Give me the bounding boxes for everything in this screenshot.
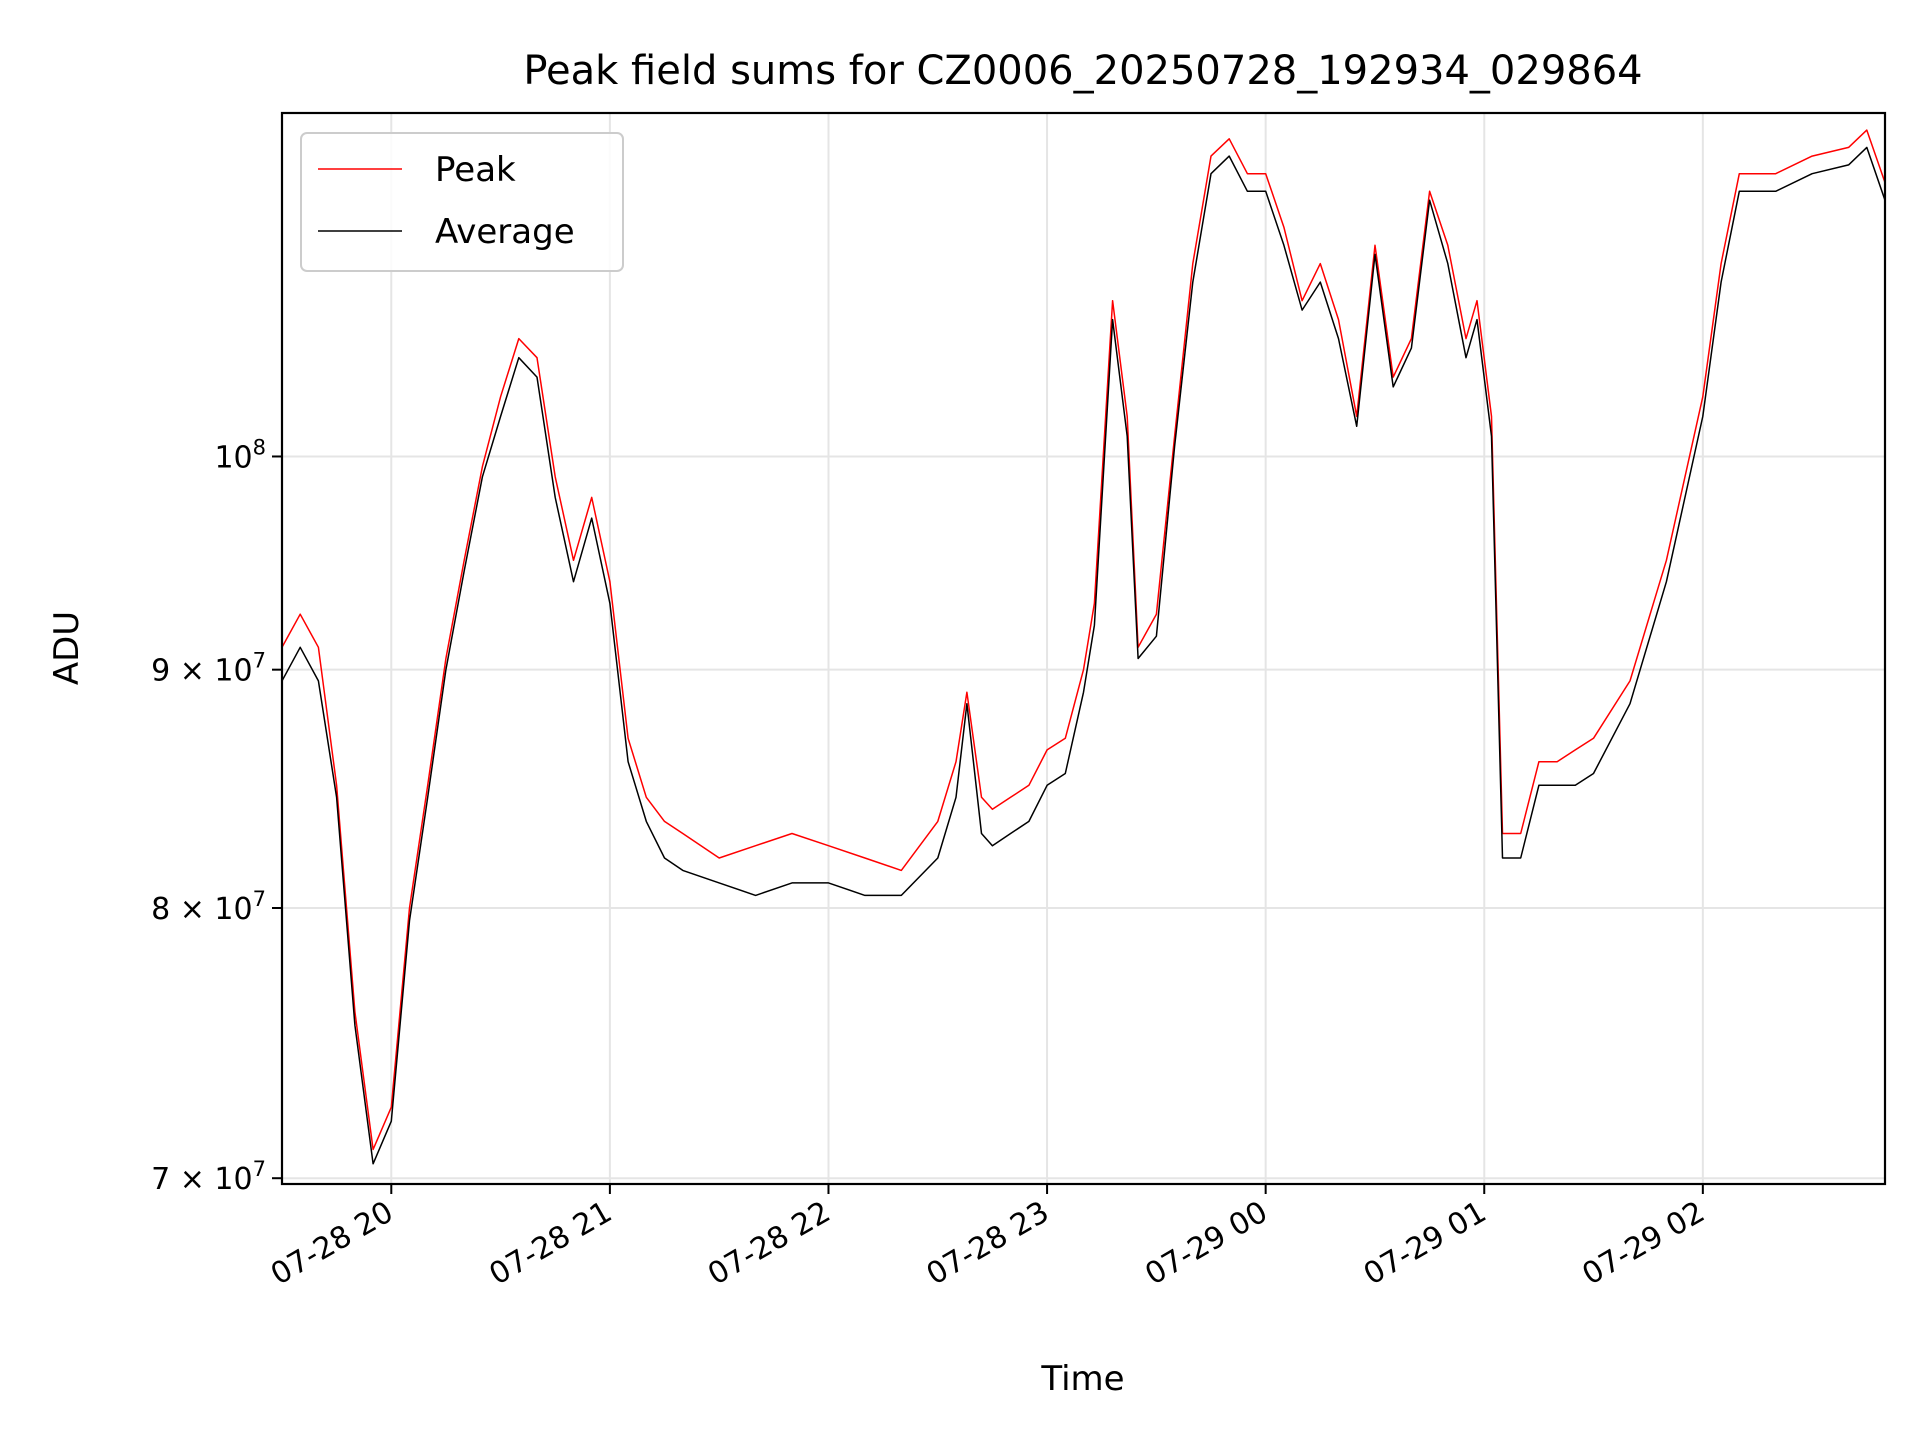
plot-frame xyxy=(280,111,1887,1186)
x-axis-label: Time xyxy=(1040,1359,1124,1399)
y-axis: 7 × 107 8 × 107 9 × 107 108 xyxy=(151,435,282,1197)
series-line-peak xyxy=(282,129,1885,1151)
series-line-average xyxy=(282,146,1885,1165)
legend: Peak Average xyxy=(300,132,624,272)
y-tick-label: 8 × 107 xyxy=(151,887,266,927)
y-axis-label: ADU xyxy=(47,611,87,685)
legend-label-average: Average xyxy=(435,212,575,252)
y-tick-label: 108 xyxy=(214,435,266,475)
series-lines xyxy=(282,129,1885,1165)
legend-label-peak: Peak xyxy=(435,150,516,190)
legend-box xyxy=(300,132,624,272)
y-tick-label: 7 × 107 xyxy=(151,1157,266,1197)
y-tick-label: 9 × 107 xyxy=(151,649,266,689)
chart-title: Peak field sums for CZ0006_20250728_1929… xyxy=(523,48,1642,94)
